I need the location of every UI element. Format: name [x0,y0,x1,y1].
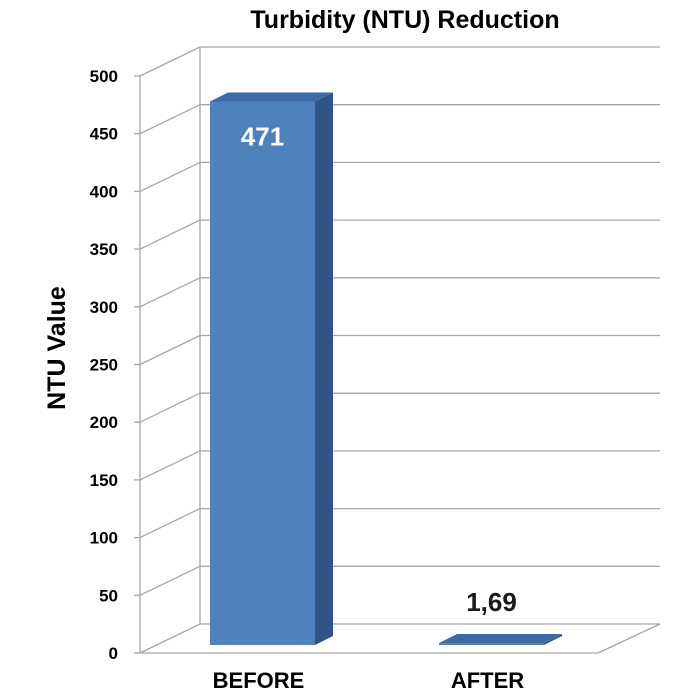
gridline-side-250 [139,334,201,366]
y-tick-label: 50 [99,586,118,605]
gridline-side-350 [139,219,201,250]
bars [210,92,562,645]
y-tick-label: 250 [90,356,118,375]
labels: 0 50 100 150 200 250 300 350 400 450 500 471 BEFORE 1… [90,67,525,693]
gridline-side-450 [139,104,201,135]
y-axis-label: NTU Value [43,286,71,410]
x-tick-label-before: BEFORE [213,668,305,693]
axes [134,47,661,654]
bar-before [210,101,315,645]
bar-top-after [439,634,562,644]
y-tick-label: 450 [90,125,118,144]
gridline-side-400 [139,161,201,192]
y-tick-label: 300 [90,298,118,317]
gridline-side-100 [139,508,201,539]
data-label-after: 1,69 [466,587,517,617]
y-tick-label: 400 [90,182,118,201]
bar-after [439,643,544,645]
chart-title: Turbidity (NTU) Reduction [250,6,559,34]
floor-outline [139,623,661,654]
y-tick-label: 100 [90,529,118,548]
data-label-before: 471 [241,121,284,151]
gridline-side-500 [139,46,201,77]
bar-side-after [544,634,562,645]
bar-side-before [315,92,333,645]
bar-top-before [210,92,333,102]
y-tick-label: 200 [90,413,118,432]
y-tick-label: 0 [109,644,118,663]
gridline-side-200 [139,392,201,423]
y-tick-label: 350 [90,240,118,259]
y-tick-label: 500 [90,67,118,86]
gridline-side-300 [139,277,201,308]
y-tick-label: 150 [90,471,118,490]
gridline-side-50 [139,565,201,596]
gridline-side-150 [139,450,201,481]
x-tick-label-after: AFTER [451,668,524,693]
